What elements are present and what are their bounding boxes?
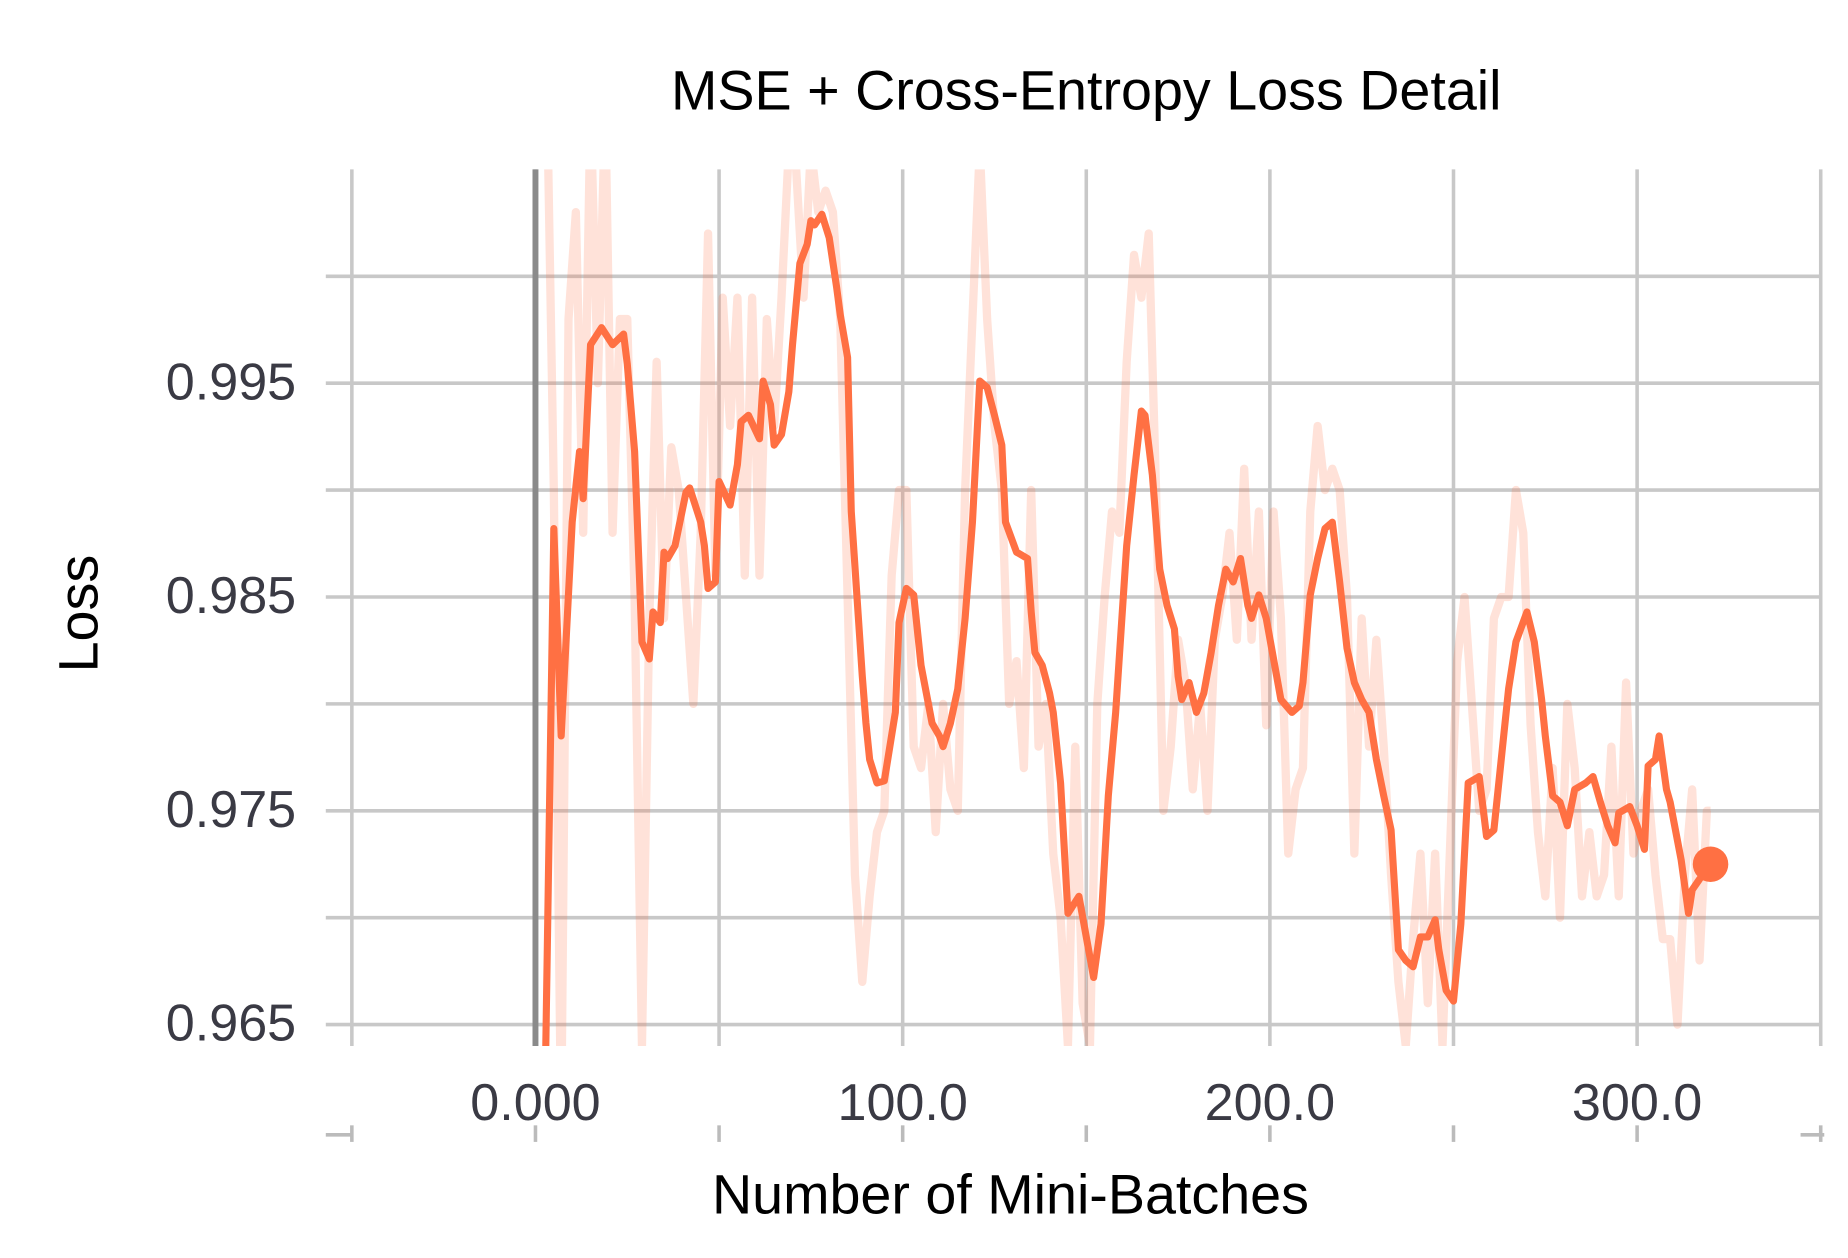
series-layer <box>542 169 1714 1046</box>
y-tick-label: 0.985 <box>166 567 296 625</box>
y-axis-label: Loss <box>48 555 110 673</box>
chart-title: MSE + Cross-Entropy Loss Detail <box>671 59 1502 121</box>
x-tick-label: 200.0 <box>1205 1074 1335 1132</box>
y-tick-label: 0.995 <box>166 353 296 411</box>
x-tick-label: 300.0 <box>1572 1074 1702 1132</box>
x-axis-label: Number of Mini-Batches <box>712 1163 1309 1225</box>
line <box>542 210 1714 1046</box>
y-tick-label: 0.965 <box>166 995 296 1053</box>
end-marker <box>1692 846 1729 883</box>
x-tick-label: 0.000 <box>470 1074 600 1132</box>
x-tick-label: 100.0 <box>837 1074 967 1132</box>
y-tick-label: 0.975 <box>166 781 296 839</box>
labels: 0.965 0.975 0.985 0.995 0.000 100.0 200.0 300.0 <box>166 353 1703 1132</box>
